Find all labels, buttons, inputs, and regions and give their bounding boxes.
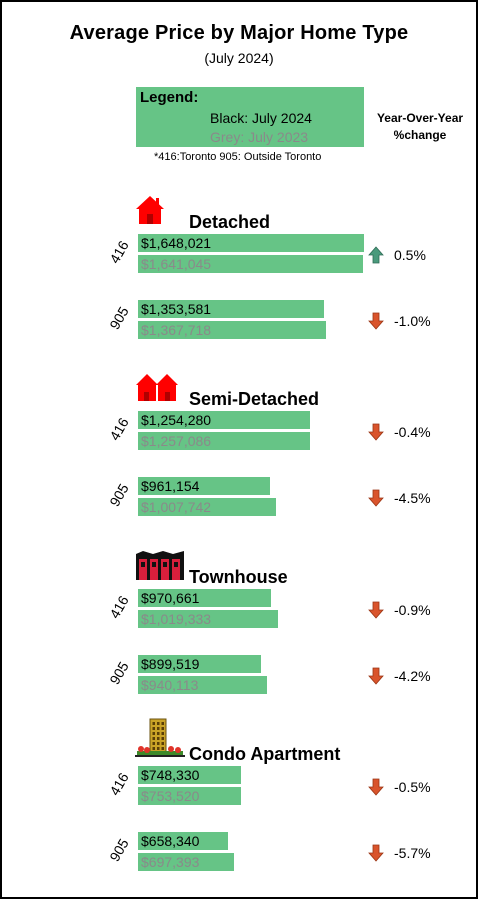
value-label-previous: $753,520 bbox=[141, 788, 200, 804]
value-label-previous: $940,113 bbox=[141, 677, 199, 693]
value-label-current: $1,254,280 bbox=[141, 412, 212, 428]
yoy-change: -1.0% bbox=[394, 313, 431, 329]
legend-title: Legend: bbox=[140, 89, 199, 106]
bar-previous bbox=[138, 610, 278, 628]
value-label-previous: $1,257,086 bbox=[141, 433, 212, 449]
yoy-change: -4.5% bbox=[394, 490, 431, 506]
yoy-column-header: Year-Over-Year %change bbox=[365, 110, 475, 144]
semi-detached-house-icon bbox=[134, 371, 180, 403]
value-label-current: $899,519 bbox=[141, 656, 200, 672]
chart-title: Average Price by Major Home Type bbox=[69, 22, 409, 44]
arrow-down-icon bbox=[368, 489, 384, 507]
detached-house-icon bbox=[134, 194, 166, 226]
yoy-change: 0.5% bbox=[394, 247, 426, 263]
region-note: *416:Toronto 905: Outside Toronto bbox=[154, 151, 322, 163]
bar-previous bbox=[138, 787, 241, 805]
yoy-change: -4.2% bbox=[394, 668, 431, 684]
arrow-down-icon bbox=[368, 844, 384, 862]
townhouse-icon bbox=[135, 551, 185, 581]
legend-current-label: Black: July 2024 bbox=[210, 110, 312, 126]
section-label: Semi-Detached bbox=[189, 389, 320, 409]
bar-previous bbox=[138, 498, 276, 516]
region-label: 905 bbox=[106, 658, 132, 688]
region-label: 905 bbox=[106, 480, 132, 510]
yoy-change: -5.7% bbox=[394, 845, 431, 861]
bar-current bbox=[138, 832, 228, 850]
bar-previous bbox=[138, 321, 326, 339]
value-label-current: $1,353,581 bbox=[141, 301, 212, 317]
bar-current bbox=[138, 477, 270, 495]
yoy-change: -0.9% bbox=[394, 602, 431, 618]
region-label: 416 bbox=[106, 769, 132, 799]
bar-previous bbox=[138, 255, 363, 273]
bar-previous bbox=[138, 853, 234, 871]
bar-current bbox=[138, 589, 271, 607]
value-label-current: $658,340 bbox=[141, 833, 200, 849]
yoy-change: -0.4% bbox=[394, 424, 431, 440]
region-label: 416 bbox=[106, 592, 132, 622]
yoy-change: -0.5% bbox=[394, 779, 431, 795]
bar-current bbox=[138, 655, 261, 673]
value-label-current: $961,154 bbox=[141, 478, 200, 494]
bar-previous bbox=[138, 432, 310, 450]
section-label: Detached bbox=[189, 212, 271, 232]
bar-current bbox=[138, 766, 241, 784]
section-label: Townhouse bbox=[189, 567, 288, 587]
arrow-down-icon bbox=[368, 601, 384, 619]
arrow-down-icon bbox=[368, 778, 384, 796]
value-label-current: $748,330 bbox=[141, 767, 200, 783]
arrow-down-icon bbox=[368, 312, 384, 330]
value-label-previous: $1,007,742 bbox=[141, 499, 212, 515]
bar-current bbox=[138, 300, 324, 318]
region-label: 416 bbox=[106, 414, 132, 444]
value-label-previous: $1,641,045 bbox=[141, 256, 212, 272]
value-label-current: $970,661 bbox=[141, 590, 200, 606]
value-label-previous: $1,019,333 bbox=[141, 611, 212, 627]
region-label: 905 bbox=[106, 303, 132, 333]
legend-previous-label: Grey: July 2023 bbox=[210, 129, 309, 145]
bar-current bbox=[138, 411, 310, 429]
chart-subtitle: (July 2024) bbox=[204, 50, 274, 66]
value-label-current: $1,648,021 bbox=[141, 235, 212, 251]
yoy-header-line-1: Year-Over-Year bbox=[376, 111, 464, 125]
legend: Legend: Black: July 2024 Grey: July 2023 bbox=[136, 87, 364, 147]
value-label-previous: $1,367,718 bbox=[141, 322, 212, 338]
region-label: 905 bbox=[106, 835, 132, 865]
region-label: 416 bbox=[106, 237, 132, 267]
condo-building-icon bbox=[135, 718, 185, 758]
yoy-header-line-2: %change bbox=[393, 128, 447, 142]
arrow-down-icon bbox=[368, 423, 384, 441]
bar-previous bbox=[138, 676, 267, 694]
bar-current bbox=[138, 234, 364, 252]
arrow-up-icon bbox=[368, 246, 384, 264]
arrow-down-icon bbox=[368, 667, 384, 685]
value-label-previous: $697,393 bbox=[141, 854, 200, 870]
section-label: Condo Apartment bbox=[189, 744, 341, 764]
